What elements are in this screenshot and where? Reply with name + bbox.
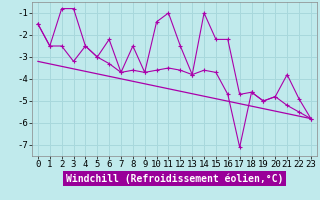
- X-axis label: Windchill (Refroidissement éolien,°C): Windchill (Refroidissement éolien,°C): [66, 173, 283, 184]
